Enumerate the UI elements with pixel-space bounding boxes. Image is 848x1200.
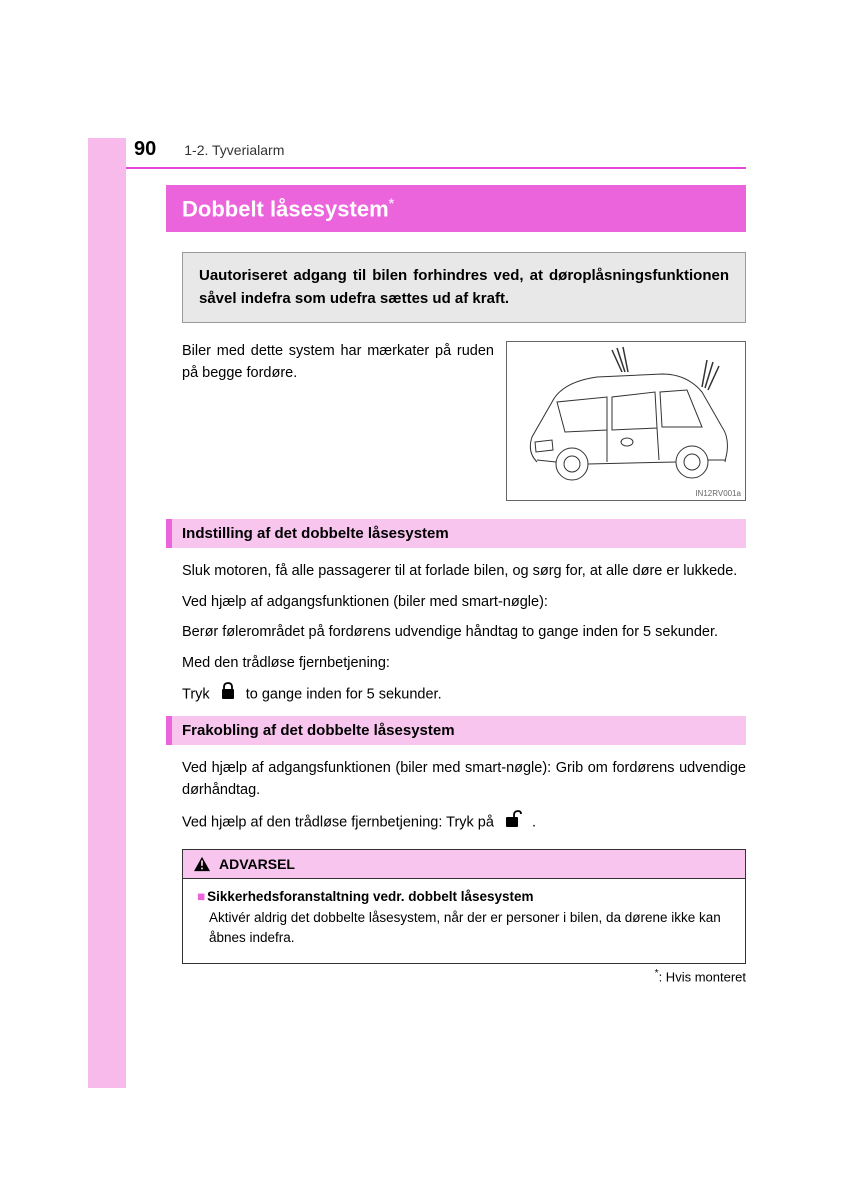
page-header: 90 1-2. Tyverialarm bbox=[126, 138, 746, 169]
section2-heading: Frakobling af det dobbelte låsesystem bbox=[166, 716, 746, 745]
car-illustration: IN12RV001a bbox=[506, 341, 746, 501]
section1-p5b: to gange inden for 5 sekunder. bbox=[246, 687, 442, 703]
warning-triangle-icon bbox=[193, 856, 211, 872]
warning-box: ADVARSEL ■Sikkerhedsforanstaltning vedr.… bbox=[182, 849, 746, 964]
section2-p1: Ved hjælp af adgangsfunktionen (biler me… bbox=[182, 757, 746, 802]
warning-header: ADVARSEL bbox=[183, 850, 745, 879]
lock-closed-icon bbox=[220, 682, 236, 707]
section1-p4: Med den trådløse fjernbetjening: bbox=[182, 652, 746, 674]
section2-p2a: Ved hjælp af den trådløse fjernbetjening… bbox=[182, 814, 494, 830]
warning-subtitle-text: Sikkerhedsforanstaltning vedr. dobbelt l… bbox=[207, 889, 533, 904]
page-content: 90 1-2. Tyverialarm Dobbelt låsesystem* … bbox=[126, 138, 746, 964]
warning-body: ■Sikkerhedsforanstaltning vedr. dobbelt … bbox=[183, 879, 745, 963]
car-icon bbox=[507, 342, 747, 502]
section1-p5a: Tryk bbox=[182, 687, 210, 703]
section1-p1: Sluk motoren, få alle passagerer til at … bbox=[182, 560, 746, 582]
footnote: *: Hvis monteret bbox=[655, 968, 746, 984]
warning-subtitle: ■Sikkerhedsforanstaltning vedr. dobbelt … bbox=[197, 889, 731, 904]
warning-label: ADVARSEL bbox=[219, 856, 295, 872]
section1-p5: Tryk to gange inden for 5 sekunder. bbox=[182, 682, 746, 707]
body-row: Biler med dette system har mærkater på r… bbox=[182, 341, 746, 501]
warning-text: Aktivér aldrig det dobbelte låsesystem, … bbox=[197, 908, 731, 949]
footnote-text: : Hvis monteret bbox=[659, 969, 746, 984]
section2-p2b: . bbox=[532, 814, 536, 830]
section-label: 1-2. Tyverialarm bbox=[184, 142, 284, 158]
page-sidebar bbox=[88, 138, 126, 1088]
intro-box: Uautoriseret adgang til bilen forhindres… bbox=[182, 252, 746, 323]
section1-p2: Ved hjælp af adgangsfunktionen (biler me… bbox=[182, 591, 746, 613]
title-bar: Dobbelt låsesystem* bbox=[166, 185, 746, 232]
warning-bullet-icon: ■ bbox=[197, 889, 205, 904]
section1-p3: Berør følerområdet på fordørens udvendig… bbox=[182, 621, 746, 643]
title-text: Dobbelt låsesystem bbox=[182, 196, 389, 221]
lock-open-icon bbox=[504, 810, 522, 835]
section1-heading: Indstilling af det dobbelte låsesystem bbox=[166, 519, 746, 548]
section2-p2: Ved hjælp af den trådløse fjernbetjening… bbox=[182, 810, 746, 835]
image-id: IN12RV001a bbox=[695, 489, 741, 498]
body-text: Biler med dette system har mærkater på r… bbox=[182, 341, 494, 501]
title-asterisk: * bbox=[389, 195, 394, 211]
page-number: 90 bbox=[134, 138, 156, 161]
